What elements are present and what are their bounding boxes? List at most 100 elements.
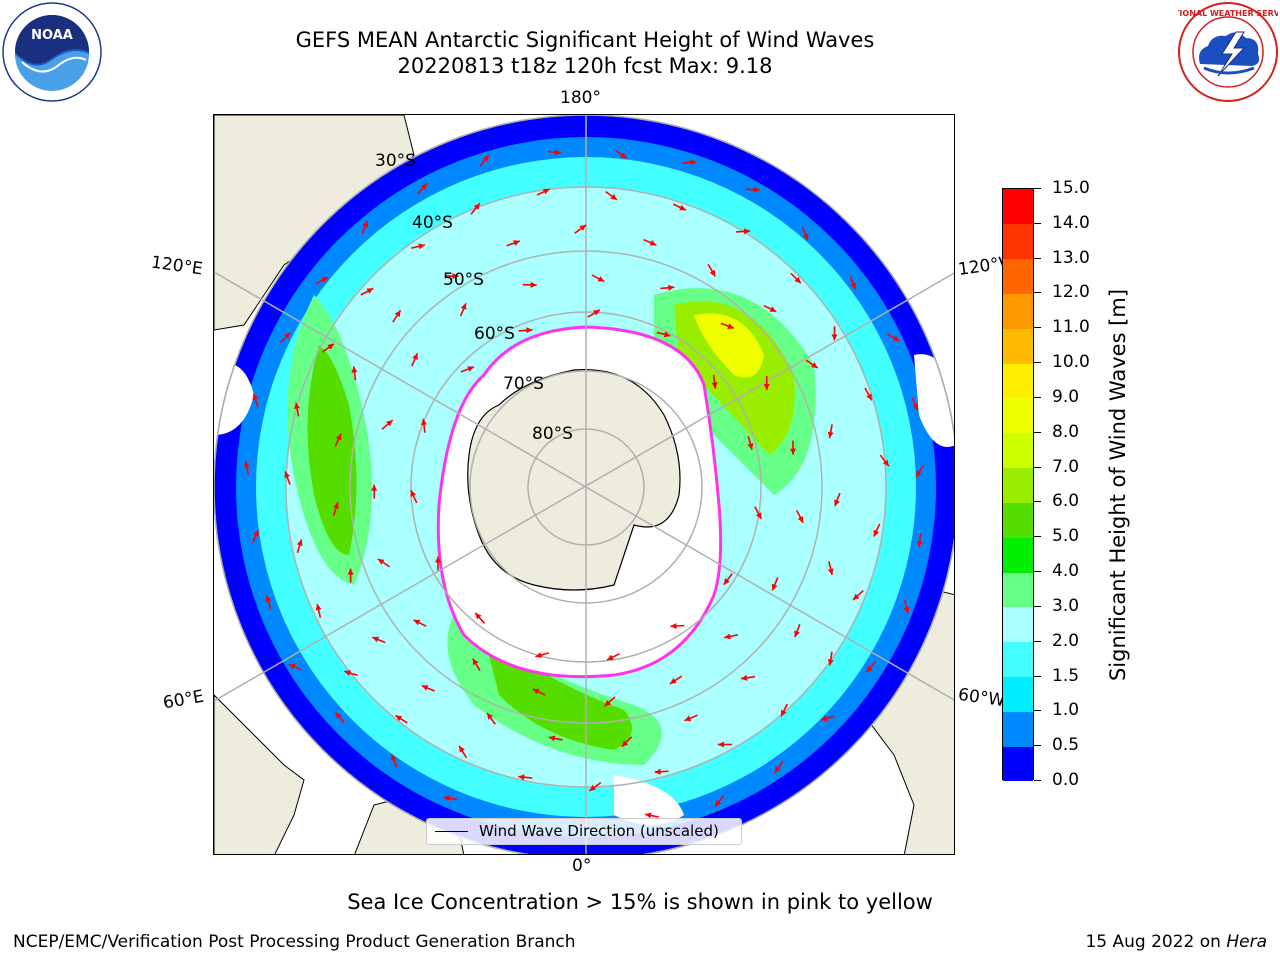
wave-direction-arrowhead (790, 448, 797, 455)
noaa-logo-text: NOAA (31, 28, 73, 43)
wave-direction-arrowhead (747, 443, 754, 450)
colorbar-tick-label: 8.0 (1052, 421, 1080, 442)
wave-direction-arrowhead (410, 490, 417, 497)
colorbar-title: Significant Height of Wind Waves [m] (1106, 288, 1130, 682)
chart-title: GEFS MEAN Antarctic Significant Height o… (295, 28, 875, 52)
wave-direction-arrowhead (371, 484, 378, 491)
colorbar-tick (1034, 396, 1041, 398)
colorbar-tick-label: 7.0 (1052, 456, 1080, 477)
wave-direction-arrowhead (435, 556, 442, 563)
colorbar-tick (1034, 605, 1041, 607)
lon-label-60e: 60°E (161, 686, 206, 714)
wave-direction-arrowhead (811, 362, 818, 368)
wave-direction-arrowhead (421, 685, 429, 691)
wave-direction-arrowhead (892, 335, 900, 342)
wave-direction-arrowhead (335, 433, 342, 441)
wave-direction-arrowhead (866, 665, 873, 673)
wave-direction-arrowhead (724, 633, 731, 640)
wave-direction-arrowhead (797, 516, 804, 523)
wave-direction-arrowhead (554, 149, 561, 156)
map-legend: Wind Wave Direction (unscaled) (426, 818, 742, 845)
wave-direction-arrowhead (460, 303, 467, 310)
lat-label-70: 70°S (503, 374, 544, 394)
wave-direction-arrowhead (852, 593, 860, 601)
chart-subtitle: 20220813 t18z 120h fcst Max: 9.18 (397, 54, 773, 78)
colorbar-band (1003, 606, 1033, 643)
wave-direction-arrowhead (518, 774, 525, 781)
polar-map (213, 114, 955, 855)
colorbar-tick-label: 4.0 (1052, 561, 1080, 582)
colorbar-tick-label: 0.5 (1052, 735, 1080, 756)
colorbar-band (1003, 572, 1033, 608)
colorbar-tick (1034, 292, 1041, 294)
wave-direction-arrowhead (743, 228, 751, 235)
colorbar-tick (1034, 431, 1041, 433)
lat-label-40: 40°S (412, 213, 453, 233)
colorbar-tick (1034, 501, 1041, 503)
footer-branch: NCEP/EMC/Verification Post Processing Pr… (13, 932, 576, 952)
legend-line-swatch (435, 831, 468, 832)
wave-direction-arrowhead (654, 768, 661, 775)
wave-direction-arrowhead (709, 269, 716, 277)
colorbar-band (1003, 711, 1033, 747)
colorbar-tick-label: 2.0 (1052, 630, 1080, 651)
wave-direction-arrowhead (252, 393, 259, 401)
colorbar-tick-label: 14.0 (1052, 212, 1090, 233)
colorbar-tick (1034, 188, 1041, 189)
wave-direction-arrowhead (351, 366, 358, 373)
colorbar-tick (1034, 745, 1041, 747)
wave-direction-arrowhead (344, 670, 351, 676)
colorbar-tick-label: 9.0 (1052, 386, 1080, 407)
colorbar-band (1003, 293, 1033, 329)
wave-direction-arrowhead (916, 470, 922, 478)
wave-direction-arrowhead (333, 502, 339, 509)
wave-direction-arrowhead (802, 233, 809, 241)
wave-direction-arrowhead (668, 284, 675, 291)
colorbar-tick-label: 13.0 (1052, 247, 1090, 268)
wave-direction-arrowhead (288, 664, 296, 670)
footer-host: Hera (1226, 932, 1267, 952)
wave-direction-arrowhead (827, 568, 834, 575)
wave-direction-arrowhead (794, 276, 801, 284)
lat-label-60: 60°S (474, 324, 515, 344)
wave-direction-arrowhead (589, 784, 597, 791)
wave-direction-arrowhead (794, 630, 800, 638)
colorbar-tick-label: 1.5 (1052, 665, 1080, 686)
wave-direction-arrowhead (253, 530, 259, 537)
colorbar-tick (1034, 640, 1041, 642)
wave-direction-arrowhead (362, 220, 368, 228)
wave-direction-arrowhead (284, 332, 291, 340)
wave-direction-arrowhead (315, 604, 322, 611)
lon-label-60w: 60°W (956, 684, 1007, 712)
footer-date: 15 Aug 2022 on Hera (1085, 932, 1267, 952)
lat-label-30: 30°S (375, 151, 416, 171)
wave-direction-arrowhead (620, 152, 627, 159)
wave-direction-arrowhead (753, 186, 760, 193)
wave-direction-arrowhead (684, 715, 692, 722)
wave-direction-arrowhead (604, 699, 611, 707)
wave-direction-arrowhead (827, 431, 834, 439)
colorbar-band (1003, 328, 1033, 364)
wave-direction-arrowhead (711, 382, 718, 389)
colorbar-tick-label: 12.0 (1052, 282, 1090, 303)
wave-direction-arrowhead (413, 619, 421, 626)
wave-direction-arrowhead (366, 288, 374, 294)
colorbar-tick (1034, 710, 1041, 712)
footer-date-text: 15 Aug 2022 on (1085, 932, 1227, 952)
wave-direction-arrowhead (670, 623, 677, 630)
wave-direction-arrowhead (335, 712, 342, 720)
wave-direction-arrowhead (579, 224, 586, 231)
colorbar-tick-label: 0.0 (1052, 770, 1080, 790)
wave-direction-arrowhead (265, 595, 272, 603)
wave-direction-arrowhead (472, 658, 479, 666)
wave-direction-arrowhead (535, 652, 542, 658)
wave-direction-arrowhead (827, 659, 834, 666)
colorbar-band (1003, 397, 1033, 434)
wave-direction-arrowhead (690, 159, 697, 166)
wave-direction-arrowhead (912, 403, 918, 411)
colorbar-band (1003, 258, 1033, 294)
wave-direction-arrowhead (723, 578, 730, 585)
wave-direction-arrowhead (593, 309, 600, 316)
wave-direction-arrowhead (727, 323, 734, 329)
wave-direction-arrowhead (294, 402, 301, 410)
